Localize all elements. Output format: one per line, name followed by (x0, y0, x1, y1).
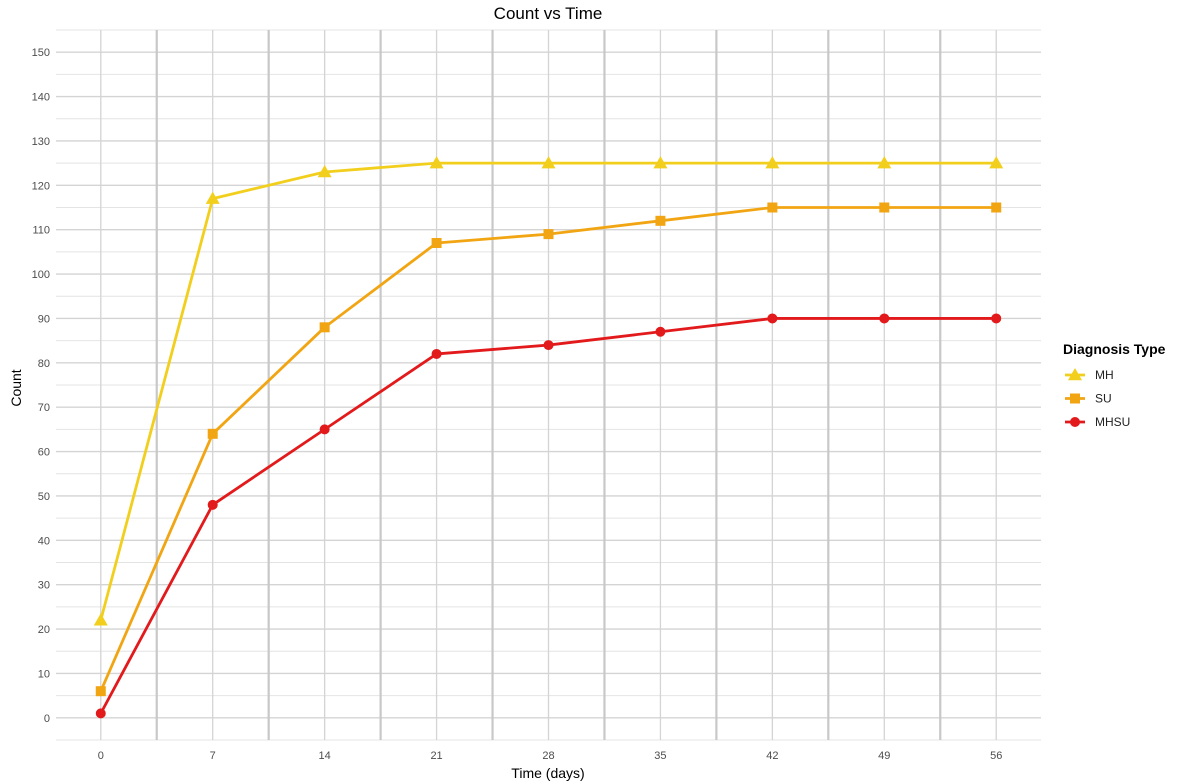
data-point-su (543, 229, 554, 240)
x-tick-label: 21 (430, 750, 442, 762)
chart-title: Count vs Time (494, 4, 603, 23)
x-tick-label: 7 (210, 750, 216, 762)
y-tick-label: 100 (32, 269, 50, 281)
x-tick-label: 42 (766, 750, 778, 762)
y-tick-label: 140 (32, 92, 50, 104)
y-tick-label: 20 (38, 624, 50, 636)
legend-item-su: SU (1065, 392, 1112, 406)
data-point-mh (93, 613, 108, 626)
y-axis: 0 10 20 30 40 50 60 70 80 90 100 110 120 130 140 150 (32, 47, 50, 725)
data-point-mhsu (207, 499, 218, 510)
y-tick-label: 150 (32, 47, 50, 59)
x-tick-label: 35 (654, 750, 666, 762)
data-point-mhsu (95, 708, 106, 719)
series-layer (93, 156, 1004, 719)
y-axis-title: Count (8, 369, 24, 406)
y-tick-label: 90 (38, 313, 50, 325)
legend-title: Diagnosis Type (1063, 341, 1166, 357)
legend-key-triangle-icon (1068, 368, 1082, 381)
legend-item-mhsu: MHSU (1065, 415, 1130, 429)
y-tick-label: 60 (38, 447, 50, 459)
data-point-mhsu (543, 340, 554, 351)
y-tick-label: 80 (38, 358, 50, 370)
data-point-su (767, 202, 778, 213)
series-mh (93, 156, 1004, 626)
legend-label-su: SU (1095, 392, 1112, 406)
x-tick-label: 56 (990, 750, 1002, 762)
data-point-mhsu (767, 313, 778, 324)
data-point-mh (205, 191, 220, 204)
x-tick-label: 49 (878, 750, 890, 762)
x-tick-label: 0 (98, 750, 104, 762)
series-mhsu (95, 313, 1002, 719)
y-tick-label: 50 (38, 491, 50, 503)
y-tick-label: 40 (38, 535, 50, 547)
data-point-su (655, 215, 666, 226)
data-point-su (95, 686, 106, 697)
y-tick-label: 70 (38, 402, 50, 414)
legend-key-circle-icon (1070, 417, 1080, 427)
data-point-mh (765, 156, 780, 169)
data-point-mhsu (879, 313, 890, 324)
data-point-su (319, 322, 330, 333)
data-point-mh (317, 165, 332, 178)
data-point-mh (653, 156, 668, 169)
data-point-mh (541, 156, 556, 169)
x-axis-title: Time (days) (511, 765, 584, 781)
legend-key-square-icon (1070, 393, 1080, 404)
legend-label-mhsu: MHSU (1095, 415, 1130, 429)
data-point-su (879, 202, 890, 213)
data-point-mhsu (431, 348, 442, 359)
legend-label-mh: MH (1095, 368, 1114, 382)
data-point-mhsu (319, 424, 330, 435)
y-tick-label: 130 (32, 136, 50, 148)
legend-item-mh: MH (1065, 368, 1114, 382)
data-point-mhsu (991, 313, 1002, 324)
y-tick-label: 0 (44, 713, 50, 725)
data-point-mh (429, 156, 444, 169)
y-tick-label: 120 (32, 180, 50, 192)
data-point-mh (877, 156, 892, 169)
y-tick-label: 30 (38, 580, 50, 592)
grid (56, 29, 1041, 741)
y-tick-label: 10 (38, 668, 50, 680)
data-point-mh (989, 156, 1004, 169)
x-tick-label: 14 (319, 750, 331, 762)
data-point-su (431, 238, 442, 248)
y-tick-label: 110 (32, 225, 50, 237)
series-su (95, 202, 1002, 697)
data-point-mhsu (655, 326, 666, 337)
x-tick-label: 28 (542, 750, 554, 762)
x-axis: 0 7 14 21 28 35 42 49 56 (98, 750, 1003, 762)
data-point-su (207, 428, 218, 439)
data-point-su (991, 202, 1002, 213)
